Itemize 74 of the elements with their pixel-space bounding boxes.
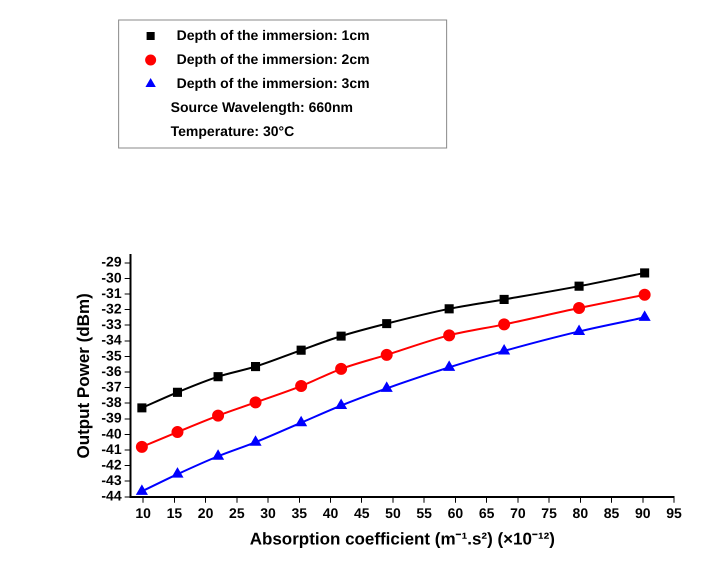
y-tick-label: -40 — [101, 425, 122, 442]
y-tick-label: -38 — [101, 394, 122, 410]
point — [444, 361, 454, 371]
x-tick-label: 30 — [260, 505, 276, 522]
y-tick-label: -43 — [101, 472, 122, 488]
source-note: Source Wavelength: 660nm — [170, 98, 353, 115]
point — [498, 344, 510, 354]
point — [639, 311, 650, 321]
y-tick-label: -30 — [101, 269, 122, 286]
point — [444, 304, 454, 314]
x-tick-label: 90 — [634, 505, 651, 522]
y-tick-label: -39 — [101, 410, 122, 426]
point — [443, 329, 456, 342]
x-tick-label: 20 — [198, 505, 214, 522]
y-tick-label: -41 — [101, 440, 122, 457]
point — [382, 319, 392, 328]
point — [336, 400, 346, 410]
x-tick-label: 75 — [541, 505, 558, 522]
y-tick-label: -31 — [101, 284, 122, 301]
point — [335, 362, 348, 375]
point — [251, 362, 260, 372]
legend-label: Depth of the immersion: 1cm — [176, 26, 370, 43]
point — [171, 426, 184, 438]
x-tick-label: 55 — [416, 505, 432, 522]
y-tick-label: -29 — [101, 254, 122, 270]
point — [380, 348, 393, 361]
y-tick-label: -32 — [101, 300, 122, 316]
point — [381, 382, 392, 392]
y-tick-label: -34 — [101, 332, 122, 348]
point — [296, 346, 306, 355]
x-tick-label: 10 — [135, 505, 152, 522]
y-tick-label: -35 — [101, 347, 122, 364]
point — [640, 268, 650, 278]
point — [172, 388, 182, 397]
y-axis-title: Output Power (dBm) — [74, 293, 93, 459]
point — [136, 440, 148, 453]
point — [212, 450, 224, 460]
x-tick-label: 15 — [166, 505, 182, 522]
point — [295, 380, 308, 392]
legend-label: Depth of the immersion: 3cm — [176, 74, 370, 91]
x-tick-label: 85 — [604, 505, 620, 522]
x-axis-title: Absorption coefficient (m⁻¹.s²) (×10⁻¹²) — [250, 529, 555, 548]
x-tick-label: 40 — [322, 505, 338, 522]
x-tick-label: 45 — [354, 505, 370, 522]
point — [136, 485, 148, 495]
x-tick-label: 60 — [448, 505, 464, 522]
text: Temperature: 30°C — [170, 122, 294, 139]
point — [336, 332, 346, 341]
point — [296, 416, 306, 426]
point — [172, 468, 183, 478]
y-tick-label: -37 — [101, 378, 122, 394]
x-tick-label: 70 — [510, 505, 526, 522]
y-tick-label: -33 — [101, 316, 122, 332]
x-tick-label: 35 — [291, 505, 308, 522]
point — [573, 302, 586, 314]
point — [500, 294, 509, 304]
point — [214, 372, 223, 382]
point — [498, 318, 510, 330]
y-tick-label: -36 — [101, 362, 122, 379]
y-tick-label: -42 — [101, 456, 122, 472]
x-tick-label: 65 — [478, 505, 495, 522]
legend-label: Depth of the immersion: 2cm — [176, 50, 370, 67]
x-tick-label: 25 — [229, 505, 245, 522]
x-tick-label: 95 — [666, 505, 682, 522]
point — [212, 410, 224, 422]
x-tick-label: 80 — [572, 505, 588, 522]
y-tick-label: -44 — [101, 488, 122, 504]
point — [638, 288, 651, 301]
point — [250, 396, 262, 408]
point — [250, 436, 261, 446]
point — [137, 403, 146, 412]
point — [574, 282, 584, 291]
x-tick-label: 50 — [385, 505, 401, 522]
point — [574, 325, 584, 335]
